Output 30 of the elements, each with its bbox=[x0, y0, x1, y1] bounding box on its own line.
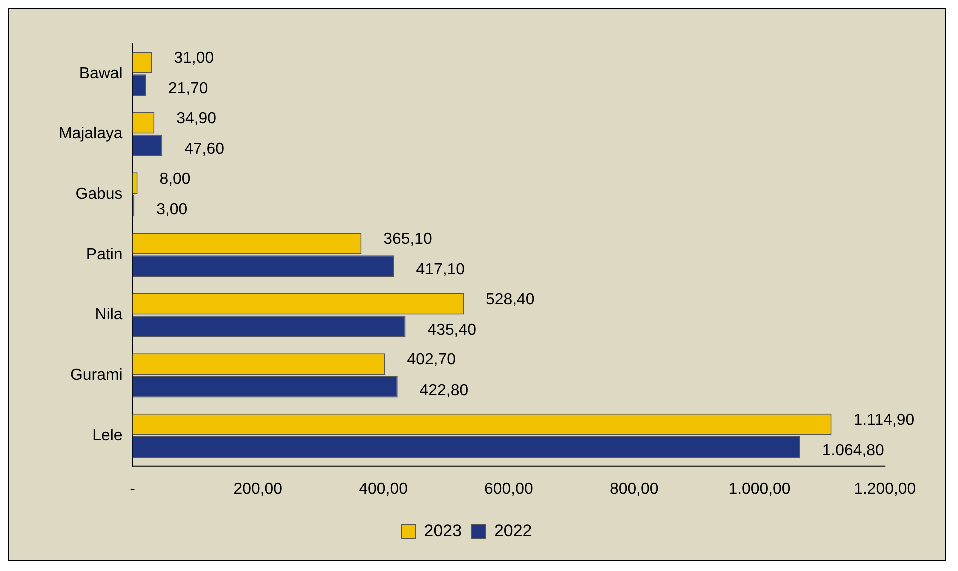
y-tick-label: Majalaya bbox=[58, 126, 123, 143]
x-tick-label: 400,00 bbox=[359, 481, 408, 498]
data-label: 417,10 bbox=[416, 262, 466, 279]
y-tick-label: Bawal bbox=[79, 65, 123, 82]
y-tick-label: Gabus bbox=[76, 186, 123, 204]
y-tick-label: Gurami bbox=[70, 367, 123, 384]
data-label: 402,70 bbox=[407, 352, 456, 369]
data-label: 47,60 bbox=[184, 141, 225, 158]
y-tick-label: Lele bbox=[92, 427, 123, 444]
x-tick-label: 1.000,00 bbox=[728, 481, 791, 498]
x-tick-label: 200,00 bbox=[234, 481, 283, 498]
legend-label: 2022 bbox=[494, 521, 532, 540]
x-tick-label: 800,00 bbox=[610, 481, 659, 498]
y-tick-label: Nila bbox=[95, 306, 123, 324]
x-tick-label: 600,00 bbox=[484, 481, 534, 498]
data-label: 365,10 bbox=[384, 231, 433, 248]
x-tick-label: - bbox=[130, 481, 136, 498]
data-label: 21,70 bbox=[168, 80, 208, 98]
legend-label: 2023 bbox=[424, 521, 462, 540]
data-label: 1.114,90 bbox=[854, 412, 915, 430]
data-label: 528,40 bbox=[486, 291, 535, 308]
data-label: 435,40 bbox=[428, 322, 477, 340]
data-label: 1.064,80 bbox=[822, 442, 885, 460]
data-label: 3,00 bbox=[156, 201, 188, 218]
data-label: 34,90 bbox=[176, 110, 217, 128]
data-label: 8,00 bbox=[160, 170, 191, 188]
x-tick-label: 1.200,00 bbox=[854, 481, 916, 498]
y-tick-label: Patin bbox=[86, 246, 123, 264]
data-label: 422,80 bbox=[420, 382, 469, 400]
data-label: 31,00 bbox=[174, 50, 214, 68]
